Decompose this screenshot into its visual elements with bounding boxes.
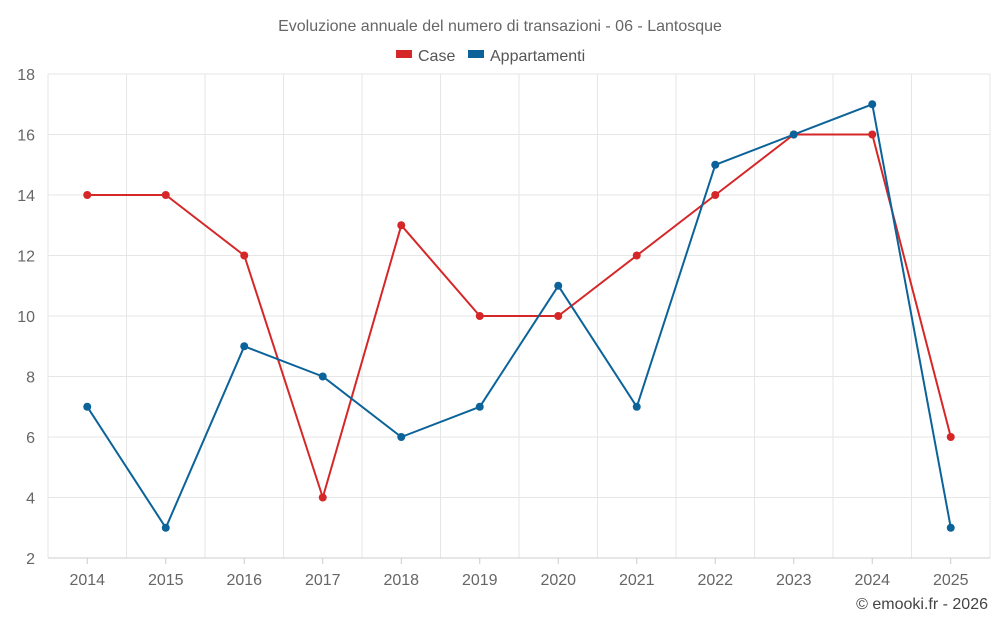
y-tick-label: 10 [17,309,35,326]
x-tick-label: 2018 [383,572,419,589]
data-point-appartamenti[interactable] [475,402,484,411]
data-point-appartamenti[interactable] [161,523,170,532]
data-point-case[interactable] [632,251,641,260]
x-tick-label: 2023 [776,572,812,589]
y-tick-label: 2 [26,551,35,568]
series [83,100,955,532]
data-point-appartamenti[interactable] [711,160,720,169]
y-tick-label: 6 [26,430,35,447]
legend-label-appartamenti[interactable]: Appartamenti [490,48,585,65]
data-point-appartamenti[interactable] [632,402,641,411]
series-appartamenti [83,100,955,532]
data-point-appartamenti[interactable] [946,523,955,532]
x-tick-label: 2021 [619,572,655,589]
x-tick-label: 2015 [148,572,184,589]
x-tick-label: 2025 [933,572,969,589]
x-axis: 2014 2015 2016 2017 2018 2019 2020 2021 2022 2023… [48,557,990,589]
data-point-case[interactable] [711,191,720,199]
y-tick-label: 14 [17,188,35,205]
legend-label-case[interactable]: Case [418,48,455,65]
data-point-case[interactable] [397,221,406,230]
grid [47,73,991,558]
data-point-case[interactable] [475,312,484,320]
data-point-appartamenti[interactable] [554,281,563,290]
data-point-appartamenti[interactable] [240,342,249,351]
y-axis: 2 4 6 8 10 12 14 16 18 [17,67,35,568]
credit-text: © emooki.fr - 2026 [856,596,988,613]
data-point-appartamenti[interactable] [83,402,92,411]
data-point-case[interactable] [868,130,877,139]
y-tick-label: 4 [26,491,35,508]
x-tick-label: 2017 [305,572,341,589]
x-tick-label: 2020 [540,572,576,589]
series-line-appartamenti [86,103,952,529]
data-point-appartamenti[interactable] [789,130,798,139]
data-point-case[interactable] [554,312,563,320]
legend-swatch-appartamenti [468,50,484,58]
legend-swatch-case [396,50,412,58]
legend: Case Appartamenti [396,48,585,65]
x-tick-label: 2014 [69,572,105,589]
data-point-appartamenti[interactable] [868,100,877,109]
y-tick-label: 12 [17,249,35,266]
x-tick-label: 2019 [462,572,498,589]
data-point-case[interactable] [83,191,92,199]
x-tick-label: 2016 [226,572,262,589]
data-point-case[interactable] [318,493,327,502]
data-point-appartamenti[interactable] [318,372,327,381]
data-point-case[interactable] [946,433,955,441]
y-tick-label: 18 [17,67,35,84]
x-tick-label: 2022 [697,572,733,589]
chart-title: Evoluzione annuale del numero di transaz… [278,18,722,35]
x-tick-label: 2024 [854,572,890,589]
y-tick-label: 8 [26,370,35,387]
series-line-case [87,133,952,499]
data-point-case[interactable] [240,251,249,260]
y-tick-label: 16 [17,128,35,145]
data-point-appartamenti[interactable] [397,433,406,441]
data-point-case[interactable] [161,191,170,199]
